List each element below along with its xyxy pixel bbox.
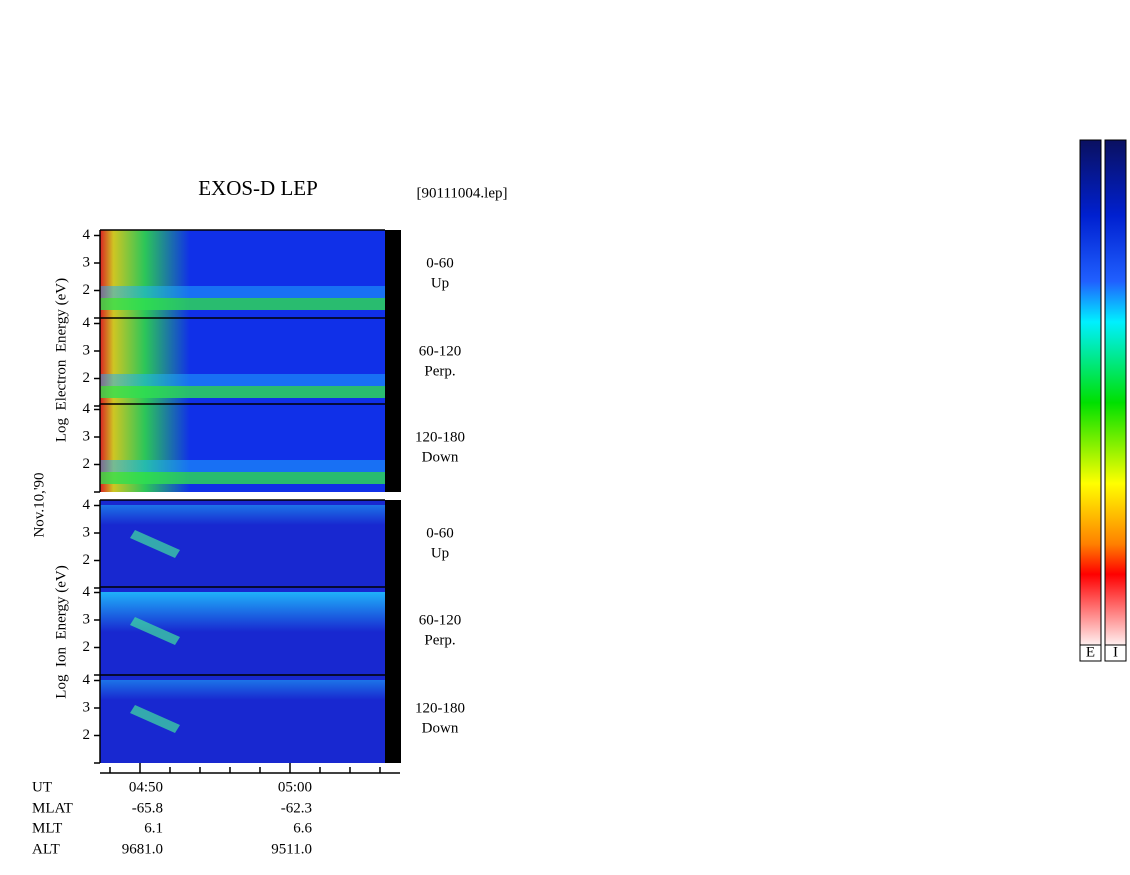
orbit-value: 05:00 [278,779,312,795]
color-bar [1104,139,1127,646]
y-tick-label: 3 [83,342,91,358]
color-bar [1079,139,1102,646]
y-tick-label: 3 [83,611,91,627]
y-tick-label: 4 [83,227,91,243]
orbit-value: -62.3 [281,800,312,816]
y-tick-label: 4 [83,401,91,417]
orbit-label: ALT [32,841,60,857]
data-gap [385,230,401,318]
direction: Down [422,720,459,736]
direction: Perp. [424,632,455,648]
orbit-value: 6.1 [144,820,163,836]
spectrogram-feature [100,460,385,472]
orbit-value: -65.8 [132,800,163,816]
color-bar-box [1079,644,1102,662]
color-bar-label: E [1086,644,1095,660]
spectrogram-feature [100,298,385,310]
orbit-value: 04:50 [129,779,163,795]
direction: Up [431,275,449,291]
spectrogram-feature [100,472,385,484]
title: EXOS-D LEP [198,176,318,200]
pitch-angle: 0-60 [426,255,454,271]
electron-axis-label: Log Electron Energy (eV) [53,278,69,442]
date-label: Nov.10,'90 [31,472,47,537]
pitch-angle: 60-120 [419,343,462,359]
orbit-value: 9511.0 [271,841,312,857]
spectrogram-feature [130,705,180,733]
y-tick-label: 4 [83,584,91,600]
direction: Down [422,449,459,465]
spectrogram-feature [100,386,385,398]
y-tick-label: 3 [83,254,91,270]
orbit-label: MLT [32,820,62,836]
ion-axis-label: Log Ion Energy (eV) [53,565,69,698]
y-tick-label: 2 [83,727,91,743]
y-tick-label: 2 [83,639,91,655]
data-gap [385,675,401,763]
file-name: [90111004.lep] [417,185,508,201]
pitch-angle: 0-60 [426,525,454,541]
spectrogram-feature [100,374,385,386]
y-tick-label: 4 [83,315,91,331]
orbit-value: 9681.0 [122,841,163,857]
y-tick-label: 2 [83,552,91,568]
y-tick-label: 2 [83,370,91,386]
pitch-angle: 120-180 [415,700,465,716]
orbit-label: MLAT [32,800,73,816]
pitch-angle: 120-180 [415,429,465,445]
orbit-label: UT [32,779,52,795]
color-bar-box [1104,644,1127,662]
spectrogram-feature [100,505,385,525]
y-tick-label: 4 [83,497,91,513]
data-gap [385,404,401,492]
direction: Perp. [424,363,455,379]
pitch-angle: 60-120 [419,612,462,628]
orbit-value: 6.6 [293,820,312,836]
y-tick-label: 4 [83,672,91,688]
y-tick-label: 3 [83,699,91,715]
spectrogram-feature [100,286,385,298]
data-gap [385,318,401,406]
data-gap [385,500,401,588]
data-gap [385,587,401,675]
color-bar-label: I [1113,644,1118,660]
y-tick-label: 2 [83,282,91,298]
spectrogram-feature [100,680,385,700]
spectrogram-feature [130,530,180,558]
spectrogram-feature [130,617,180,645]
y-tick-label: 2 [83,456,91,472]
y-tick-label: 3 [83,428,91,444]
y-tick-label: 3 [83,524,91,540]
direction: Up [431,545,449,561]
